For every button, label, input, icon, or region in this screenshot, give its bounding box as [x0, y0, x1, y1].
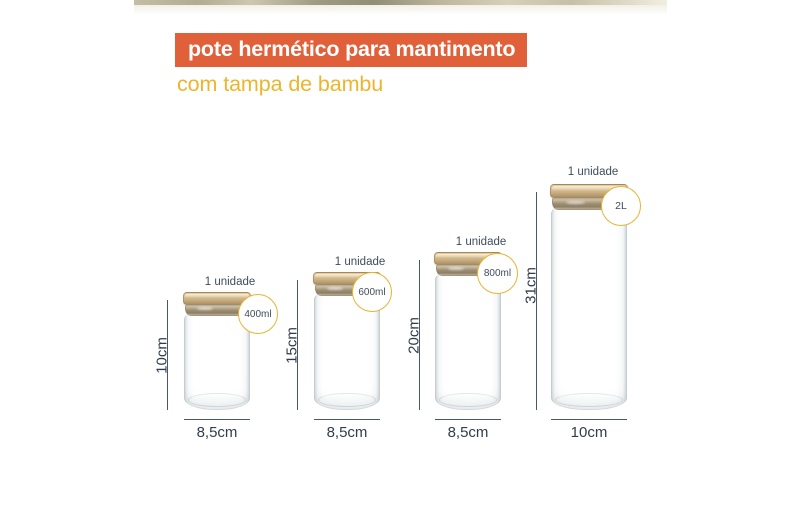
height-dimension-label-600ml: 15cm	[283, 327, 301, 364]
height-dimension-label-400ml: 10cm	[153, 337, 171, 374]
top-photo-strip-fade	[134, 5, 667, 15]
unit-label-800ml: 1 unidade	[455, 236, 507, 248]
width-dimension-line-800ml	[435, 419, 501, 421]
volume-badge-label: 800ml	[483, 268, 512, 279]
width-dimension-line-2l	[551, 419, 627, 421]
volume-badge-label: 600ml	[358, 286, 386, 298]
volume-badge-label: 2L	[615, 200, 627, 212]
height-dimension-line-800ml	[419, 260, 421, 410]
width-dimension-label-2l: 10cm	[570, 424, 608, 441]
unit-label-400ml: 1 unidade	[204, 276, 256, 288]
volume-badge-400ml: 400ml	[238, 294, 278, 334]
width-dimension-line-400ml	[184, 419, 250, 421]
height-dimension-line-2l	[536, 192, 538, 410]
height-dimension-line-400ml	[167, 300, 169, 410]
height-dimension-label-800ml: 20cm	[405, 317, 423, 354]
title-banner: pote hermético para mantimento	[175, 33, 528, 67]
volume-badge-800ml: 800ml	[477, 253, 518, 294]
volume-badge-label: 400ml	[244, 308, 272, 320]
width-dimension-label-600ml: 8,5cm	[326, 424, 368, 441]
glass-body	[435, 274, 501, 410]
unit-label-2l: 1 unidade	[567, 166, 619, 178]
page-title: pote hermético para mantimento	[188, 37, 516, 62]
width-dimension-label-800ml: 8,5cm	[447, 424, 489, 441]
page-subtitle: com tampa de bambu	[177, 72, 384, 96]
volume-badge-600ml: 600ml	[352, 272, 392, 312]
glass-body	[184, 314, 250, 410]
height-dimension-label-2l: 31cm	[522, 267, 540, 304]
height-dimension-line-600ml	[297, 280, 299, 410]
glass-body	[314, 294, 380, 410]
glass-body	[551, 208, 627, 410]
top-photo-strip	[134, 0, 667, 5]
unit-label-600ml: 1 unidade	[334, 256, 386, 268]
jar-illustration-400ml	[183, 292, 251, 410]
volume-badge-2l: 2L	[601, 186, 641, 226]
jar-illustration-2l	[549, 184, 629, 410]
width-dimension-line-600ml	[314, 419, 380, 421]
jar-illustration-600ml	[313, 272, 381, 410]
width-dimension-label-400ml: 8,5cm	[196, 424, 238, 441]
